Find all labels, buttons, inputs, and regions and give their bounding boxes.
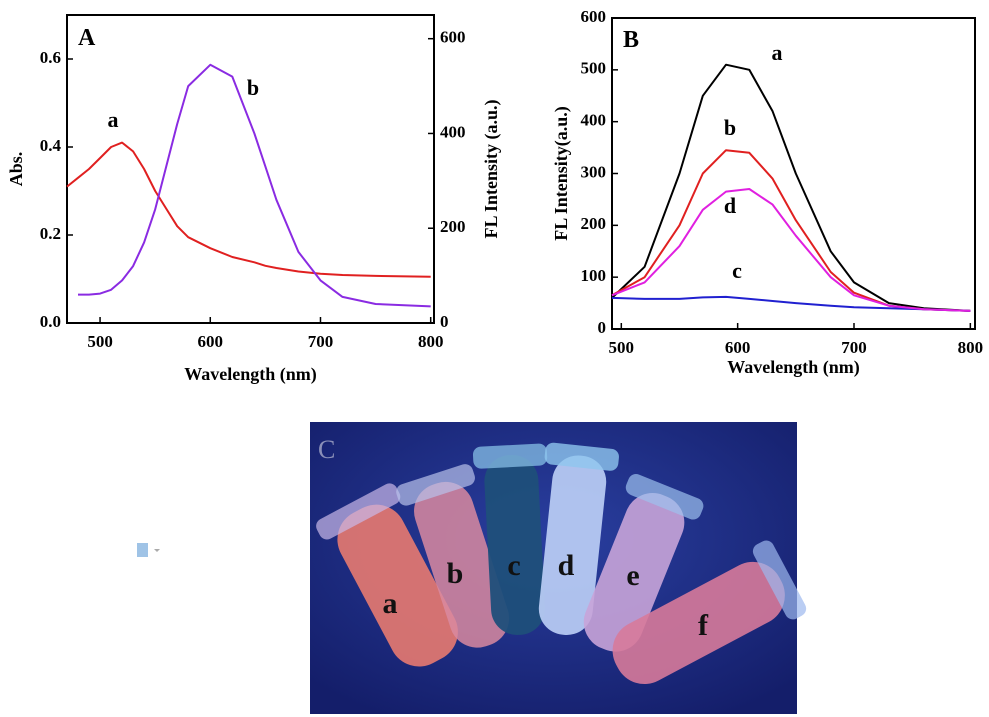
- y-tick-label: 0.2: [40, 224, 61, 243]
- x-axis-label: Wavelength (nm): [184, 364, 317, 385]
- curve-label: b: [724, 115, 736, 140]
- x-tick-label: 500: [87, 332, 113, 351]
- y-tick-label: 0.0: [40, 312, 61, 331]
- icon-page: [137, 543, 148, 557]
- y-tick-label: 500: [581, 59, 607, 78]
- panel-label: A: [78, 25, 96, 51]
- y-tick-label: 300: [581, 162, 607, 181]
- x-tick-label: 700: [308, 332, 334, 351]
- chart: 500 600 700 8000100200300400500600Wavelengt…: [551, 7, 983, 378]
- curve-label: b: [247, 75, 259, 100]
- x-tick-label: 600: [198, 332, 224, 351]
- y-tick-label: 600: [581, 7, 607, 26]
- chart: 500 600 700 800 0.0 0.2 0.4 0.6 0 200 400 600 Wavele…: [6, 14, 502, 385]
- doc-icon: [137, 543, 160, 557]
- y2-tick-label: 200: [440, 217, 466, 236]
- tube: [583, 473, 704, 652]
- tube-photo: Ca b c d e f: [310, 422, 807, 714]
- x-tick-label: 800: [958, 338, 984, 357]
- y2-tick-label: 400: [440, 122, 466, 141]
- tube-label: a: [383, 587, 398, 620]
- tube-label: c: [507, 549, 520, 582]
- tube-label: e: [626, 559, 639, 592]
- y2-axis-label: FL Intensity (a.u.): [481, 99, 502, 238]
- y-tick-label: 200: [581, 214, 607, 233]
- tube: [612, 540, 807, 685]
- plot-frame: [611, 17, 976, 330]
- x-tick-label: 600: [725, 338, 751, 357]
- tube: [316, 483, 458, 667]
- tube: [538, 442, 619, 635]
- x-tick-label: 500: [609, 338, 635, 357]
- x-tick-label: 800: [418, 332, 444, 351]
- panel-label: C: [318, 435, 335, 464]
- x-axis-label: Wavelength (nm): [727, 357, 860, 378]
- curve-label: a: [108, 107, 119, 132]
- tube: [472, 443, 548, 635]
- y-axis-label: FL Intensity(a.u.): [551, 106, 572, 241]
- panel-label: B: [623, 27, 639, 53]
- tube: [396, 464, 510, 648]
- series-line: [78, 63, 431, 308]
- x-tick-label: 700: [841, 338, 867, 357]
- y-tick-label: 0: [598, 318, 607, 337]
- series-line: [611, 63, 971, 312]
- curve-label: d: [724, 193, 736, 218]
- icon-arrow: [154, 549, 160, 552]
- y-tick-label: 400: [581, 111, 607, 130]
- curve-label: a: [772, 40, 783, 65]
- y-tick-label: 100: [581, 266, 607, 285]
- y2-tick-label: 600: [440, 28, 466, 47]
- tube-label: f: [698, 609, 709, 642]
- y-tick-label: 0.6: [40, 48, 61, 67]
- y2-tick-label: 0: [440, 312, 449, 331]
- tube-label: b: [447, 557, 464, 590]
- y-axis-label: Abs.: [6, 152, 26, 187]
- series-line: [611, 188, 971, 312]
- series-line: [66, 141, 431, 278]
- series-line: [611, 295, 971, 312]
- curve-label: c: [732, 258, 742, 283]
- tube-label: d: [558, 549, 575, 582]
- y-tick-label: 0.4: [40, 136, 62, 155]
- plot-frame: [66, 14, 435, 324]
